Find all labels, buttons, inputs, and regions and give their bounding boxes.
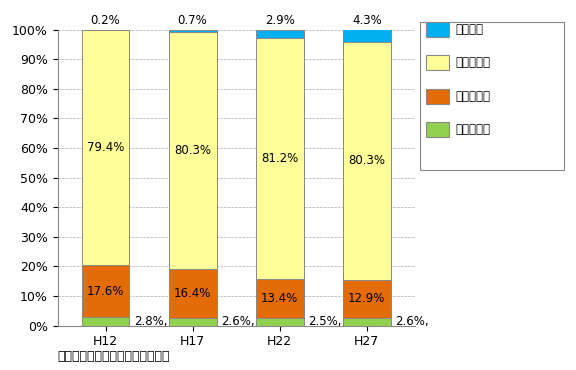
- Bar: [169, 269, 217, 318]
- Text: 81.2%: 81.2%: [261, 152, 298, 165]
- Text: 2.6%,: 2.6%,: [395, 315, 429, 328]
- Text: 2.5%,: 2.5%,: [308, 315, 342, 329]
- Bar: [169, 32, 217, 269]
- Text: 16.4%: 16.4%: [174, 287, 211, 300]
- Text: 0.2%: 0.2%: [90, 14, 120, 27]
- Text: 出典：伊東市統計書　（伊東市）: 出典：伊東市統計書 （伊東市）: [58, 350, 170, 363]
- Text: 第一次産業: 第一次産業: [455, 123, 490, 136]
- Text: 13.4%: 13.4%: [261, 292, 298, 305]
- Text: 2.6%,: 2.6%,: [221, 315, 255, 328]
- Bar: [82, 317, 130, 326]
- Bar: [256, 279, 304, 318]
- Bar: [82, 30, 130, 265]
- Bar: [343, 280, 391, 318]
- Text: 2.9%: 2.9%: [265, 14, 295, 27]
- Bar: [343, 42, 391, 280]
- Text: 4.3%: 4.3%: [352, 14, 382, 27]
- Text: 80.3%: 80.3%: [174, 144, 211, 157]
- Bar: [343, 318, 391, 326]
- Bar: [169, 318, 217, 326]
- Text: 79.4%: 79.4%: [87, 141, 124, 154]
- Text: 第三次産業: 第三次産業: [455, 56, 490, 70]
- Bar: [169, 30, 217, 32]
- Text: 17.6%: 17.6%: [87, 285, 124, 298]
- Bar: [82, 265, 130, 317]
- Text: 0.7%: 0.7%: [178, 14, 207, 27]
- Text: 12.9%: 12.9%: [348, 292, 385, 305]
- Bar: [256, 30, 304, 38]
- Bar: [343, 29, 391, 42]
- Text: 第二次産業: 第二次産業: [455, 90, 490, 103]
- Bar: [256, 318, 304, 326]
- Text: 分類不能: 分類不能: [455, 23, 483, 36]
- Bar: [256, 38, 304, 279]
- Text: 80.3%: 80.3%: [348, 154, 385, 167]
- Text: 2.8%,: 2.8%,: [134, 315, 167, 328]
